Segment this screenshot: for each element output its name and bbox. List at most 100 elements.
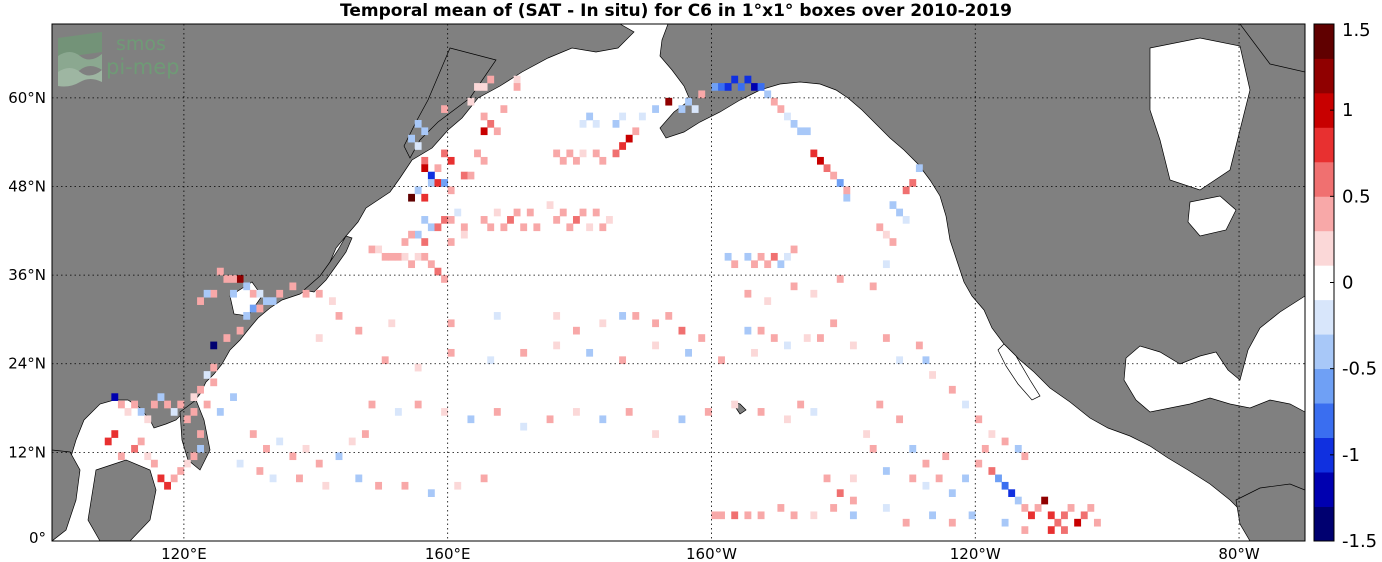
heatmap-cell — [210, 378, 218, 387]
heatmap-cell — [144, 452, 152, 461]
heatmap-cell — [150, 400, 158, 409]
heatmap-cell — [256, 289, 264, 298]
heatmap-cell — [487, 356, 495, 365]
heatmap-cell — [843, 193, 851, 202]
heatmap-cell — [757, 252, 765, 261]
heatmap-cell — [909, 179, 917, 187]
heatmap-cell — [948, 385, 956, 394]
heatmap-cell — [691, 105, 699, 113]
heatmap-cell — [685, 97, 692, 106]
heatmap-cell — [1080, 511, 1088, 520]
heatmap-cell — [1001, 481, 1009, 490]
heatmap-cell — [889, 201, 897, 209]
heatmap-cell — [1021, 504, 1029, 512]
heatmap-cell — [962, 474, 969, 483]
heatmap-cell — [546, 201, 554, 209]
heatmap-cell — [1001, 437, 1009, 446]
lon-tick-label: 120°E — [161, 545, 207, 562]
heatmap-cell — [803, 334, 811, 342]
heatmap-cell — [869, 282, 877, 291]
heatmap-cell — [414, 363, 422, 372]
heatmap-cell — [335, 312, 343, 320]
map-frame — [51, 23, 1306, 542]
longitude-tick-labels: 120°E 160°E 160°W 120°W 80°W — [161, 545, 1260, 562]
heatmap-cell — [816, 334, 824, 342]
heatmap-cell — [414, 120, 422, 128]
heatmap-cells — [104, 75, 1101, 534]
heatmap-cell — [619, 112, 627, 121]
heatmap-cell — [447, 216, 455, 224]
land-new-guinea — [240, 510, 380, 541]
heatmap-cell — [790, 245, 798, 254]
heatmap-cell — [197, 385, 204, 394]
heatmap-cell — [460, 230, 468, 239]
heatmap-cell — [572, 156, 580, 165]
heatmap-cell — [348, 437, 356, 446]
heatmap-cell — [757, 83, 765, 91]
heatmap-cell — [836, 489, 844, 497]
heatmap-cell — [625, 408, 633, 416]
heatmap-cell — [757, 511, 765, 520]
heatmap-cell — [289, 282, 297, 291]
heatmap-cell — [737, 83, 745, 91]
heatmap-cell — [995, 474, 1002, 483]
heatmap-cell — [876, 223, 884, 232]
heatmap-cell — [863, 430, 871, 438]
heatmap-cell — [678, 415, 686, 424]
heatmap-cell — [922, 481, 930, 490]
heatmap-cell — [572, 326, 580, 335]
heatmap-cell — [975, 459, 983, 468]
heatmap-cell — [665, 97, 673, 106]
heatmap-cell — [757, 408, 765, 416]
heatmap-cell — [150, 459, 158, 468]
heatmap-cell — [520, 223, 528, 232]
lat-tick-label: 36°N — [8, 266, 46, 284]
heatmap-cell — [414, 252, 422, 261]
heatmap-cell — [896, 415, 904, 424]
heatmap-cell — [803, 127, 811, 136]
heatmap-cell — [882, 230, 890, 239]
heatmap-cell — [711, 83, 719, 91]
heatmap-cell — [104, 437, 112, 446]
heatmap-cell — [421, 238, 429, 246]
colorbar-tick-label: 0 — [1342, 273, 1353, 294]
colorbar-swatch — [1314, 230, 1334, 266]
map-area — [52, 24, 1305, 541]
heatmap-cell — [777, 504, 785, 512]
heatmap-cell — [579, 149, 587, 158]
heatmap-cell — [408, 230, 416, 239]
heatmap-cell — [197, 297, 204, 305]
heatmap-cell — [619, 142, 627, 150]
heatmap-cell — [111, 393, 119, 401]
lon-tick-label: 160°E — [425, 545, 471, 562]
heatmap-cell — [520, 348, 528, 357]
heatmap-cell — [474, 83, 481, 91]
heatmap-cell — [427, 260, 435, 269]
heatmap-cell — [975, 415, 983, 424]
heatmap-cell — [434, 179, 442, 187]
heatmap-cell — [480, 112, 488, 121]
heatmap-cell — [572, 408, 580, 416]
heatmap-cell — [764, 90, 772, 99]
heatmap-cell — [797, 127, 805, 136]
heatmap-cell — [315, 459, 323, 468]
colorbar-swatch — [1314, 403, 1334, 438]
land-asia — [52, 24, 635, 541]
colorbar-swatch — [1314, 196, 1334, 232]
heatmap-cell — [421, 156, 429, 165]
heatmap-cell — [816, 156, 824, 165]
heatmap-cell — [632, 127, 640, 136]
heatmap-cell — [480, 83, 488, 91]
heatmap-cell — [480, 216, 488, 224]
heatmap-cell — [480, 127, 488, 136]
heatmap-cell — [764, 297, 772, 305]
heatmap-cell — [922, 356, 930, 365]
heatmap-cell — [902, 518, 910, 527]
colorbar-swatch — [1314, 58, 1334, 94]
heatmap-cell — [335, 452, 343, 461]
heatmap-cell — [197, 430, 204, 438]
heatmap-cell — [823, 474, 831, 483]
heatmap-cell — [770, 252, 778, 261]
heatmap-cell — [744, 511, 752, 520]
heatmap-cell — [1041, 496, 1049, 505]
